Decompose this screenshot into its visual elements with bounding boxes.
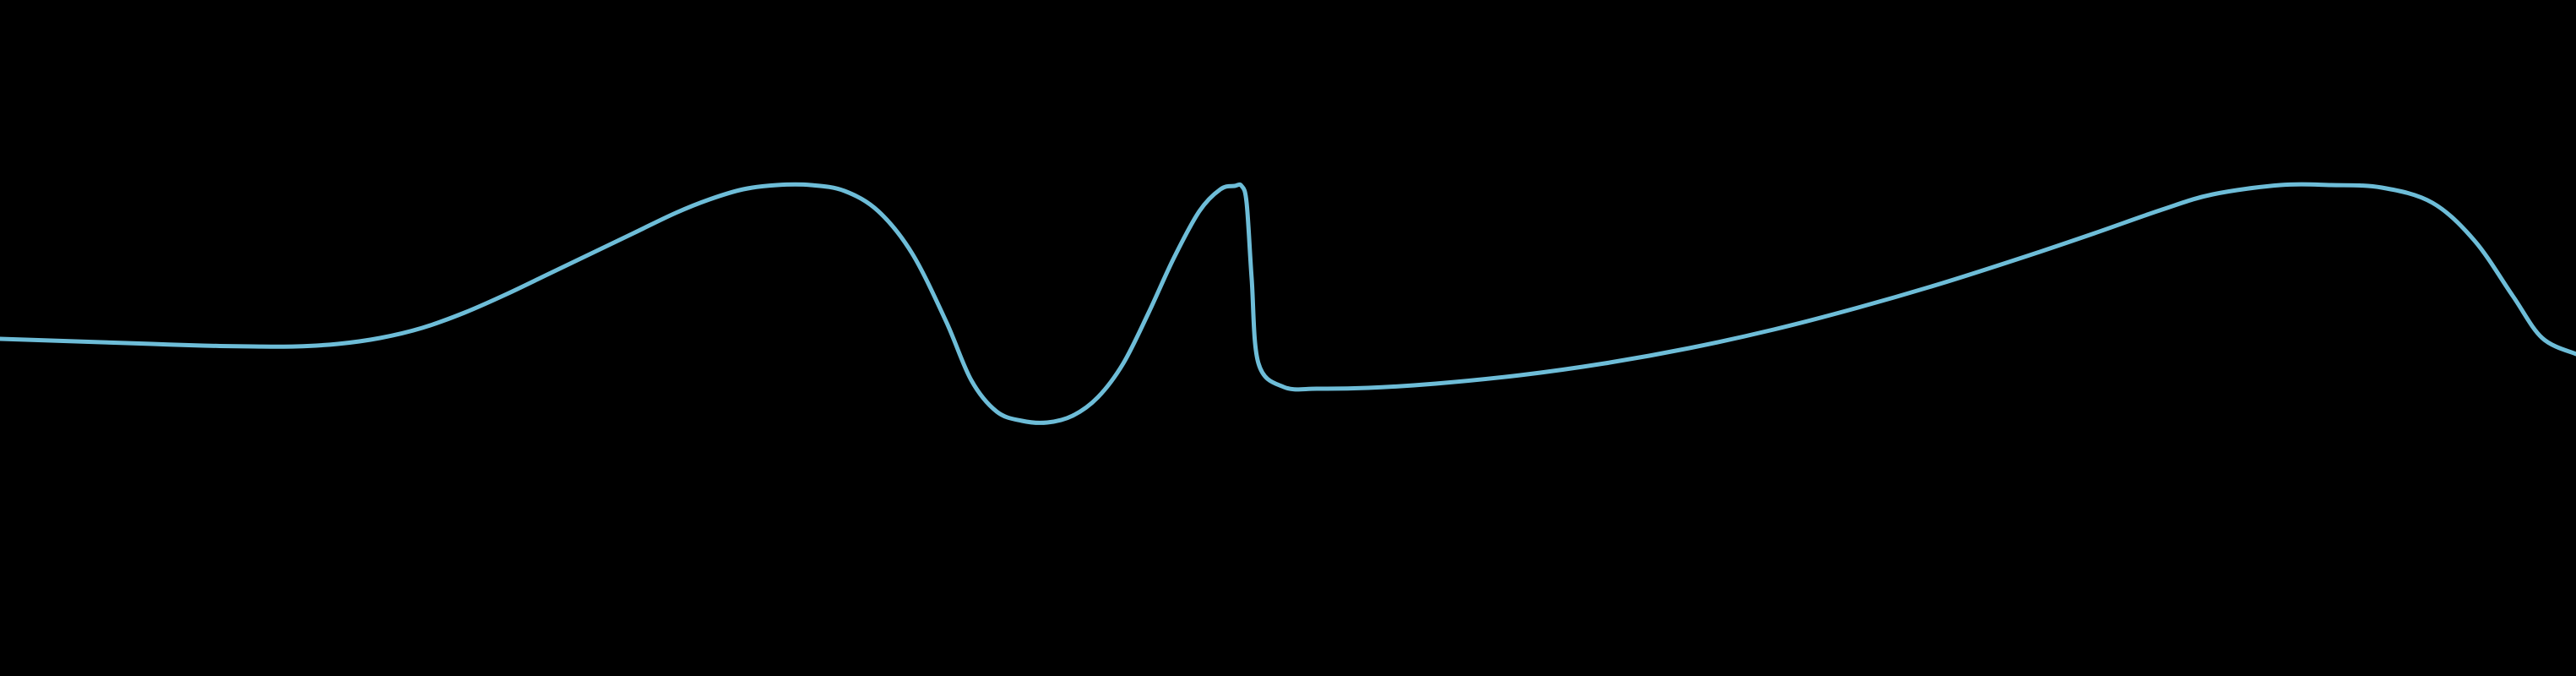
data-series-curve [0,182,2576,425]
